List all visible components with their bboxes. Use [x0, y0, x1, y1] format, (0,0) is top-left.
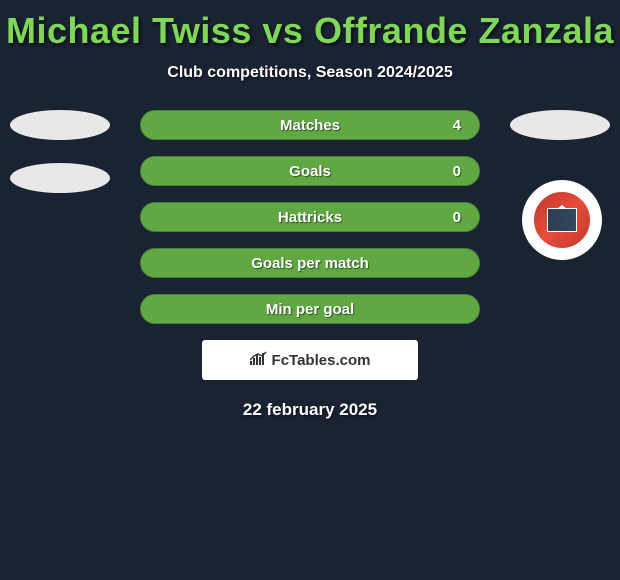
chart-icon [250, 351, 268, 369]
stat-label: Hattricks [278, 209, 342, 226]
player-placeholder-right [510, 110, 610, 140]
stat-label: Goals per match [251, 255, 369, 272]
stat-value: 4 [453, 117, 461, 134]
date-text: 22 february 2025 [0, 400, 620, 420]
stat-row-matches: Matches 4 [0, 110, 620, 140]
club-badge-inner [532, 190, 592, 250]
club-badge-right [522, 180, 602, 260]
attribution-label: FcTables.com [272, 352, 371, 369]
stat-value: 0 [453, 163, 461, 180]
stat-row-min-per-goal: Min per goal [0, 294, 620, 324]
stat-label: Goals [289, 163, 331, 180]
stats-container: Matches 4 Goals 0 Hattricks 0 Goals per … [0, 110, 620, 324]
stat-row-goals: Goals 0 [0, 156, 620, 186]
page-subtitle: Club competitions, Season 2024/2025 [0, 64, 620, 82]
stat-value: 0 [453, 209, 461, 226]
stat-bar: Matches 4 [140, 110, 480, 140]
stat-bar: Hattricks 0 [140, 202, 480, 232]
stat-row-goals-per-match: Goals per match [0, 248, 620, 278]
stat-label: Min per goal [266, 301, 354, 318]
attribution-text: FcTables.com [250, 351, 371, 369]
attribution-box: FcTables.com [202, 340, 418, 380]
stat-bar: Goals 0 [140, 156, 480, 186]
club-badge-center [547, 208, 577, 232]
stat-bar: Min per goal [140, 294, 480, 324]
stat-bar: Goals per match [140, 248, 480, 278]
page-title: Michael Twiss vs Offrande Zanzala [0, 0, 620, 52]
stat-label: Matches [280, 117, 340, 134]
